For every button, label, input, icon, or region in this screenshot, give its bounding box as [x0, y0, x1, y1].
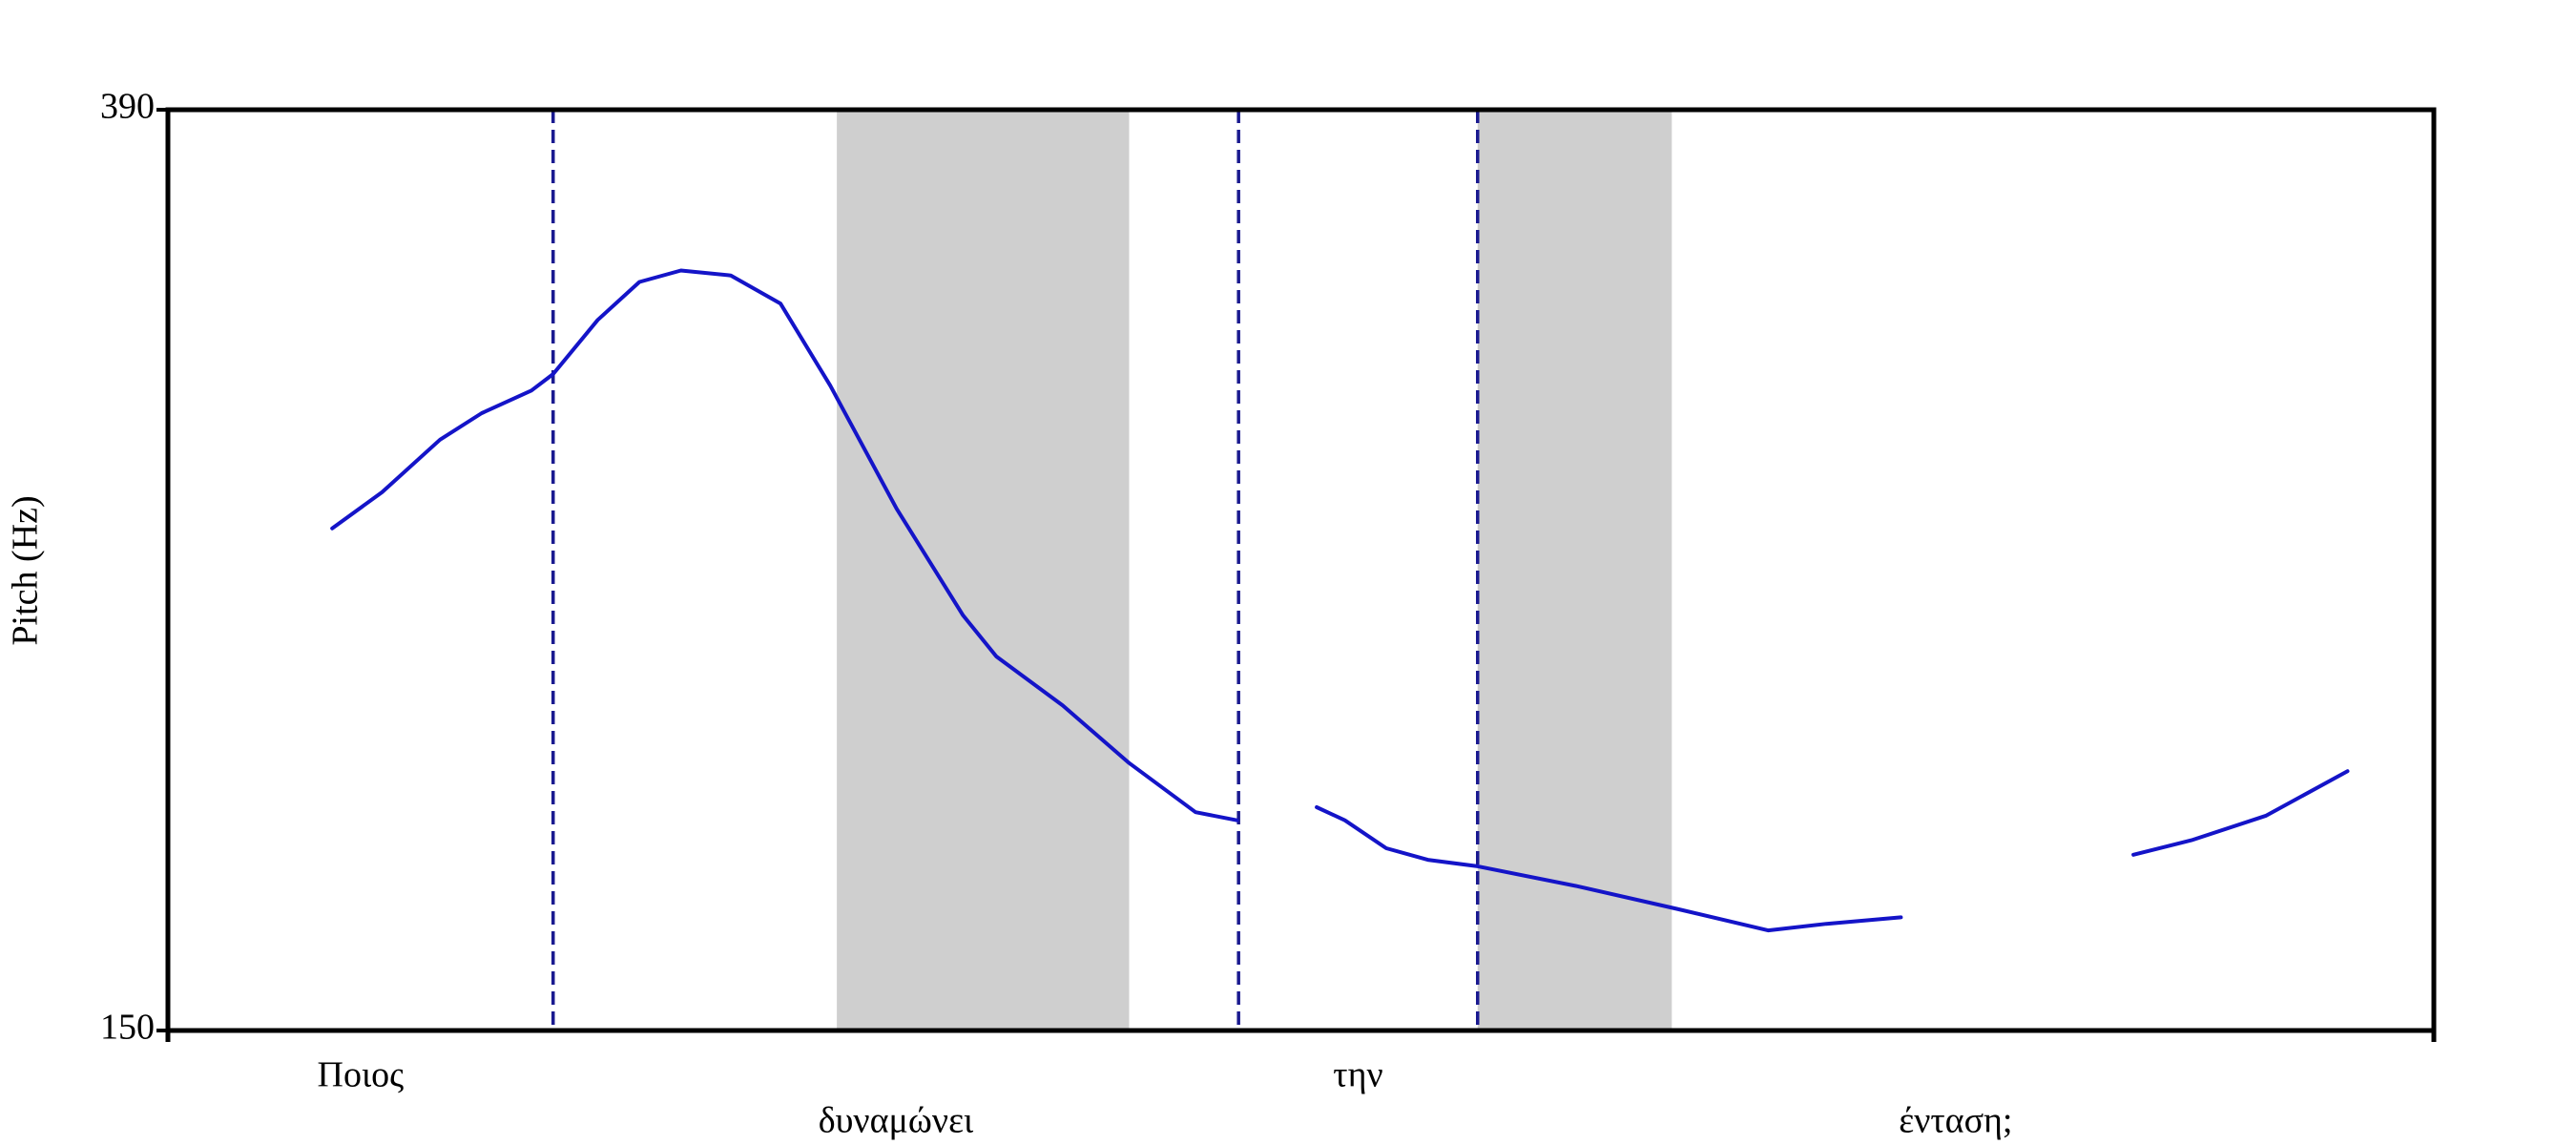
highlight-region — [1477, 110, 1672, 1030]
highlight-region — [837, 110, 1130, 1030]
word-label: την — [1333, 1055, 1382, 1095]
word-label: ένταση; — [1899, 1101, 2012, 1141]
y-tick-label: 390 — [100, 87, 155, 127]
pitch-contour — [330, 268, 2350, 933]
y-axis-label: Pitch (Hz) — [6, 495, 46, 645]
word-label: Ποιος — [318, 1055, 405, 1095]
word-label: δυναμώνει — [819, 1101, 974, 1141]
plot-frame — [165, 107, 2437, 1033]
y-tick-label: 150 — [100, 1008, 155, 1048]
